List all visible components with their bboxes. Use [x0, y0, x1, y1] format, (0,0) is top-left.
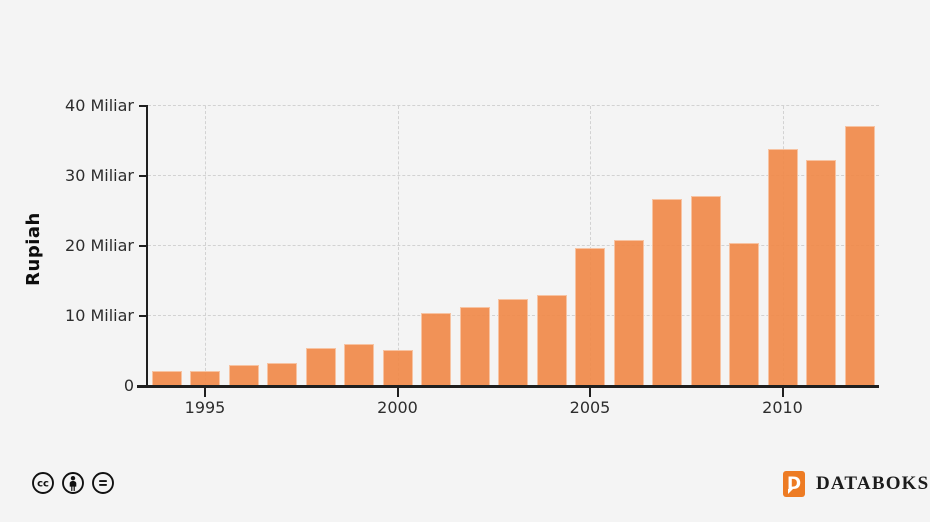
databoks-brand[interactable]: D DATABOKS [783, 471, 929, 497]
y-tick-label: 10 Miliar [65, 306, 134, 325]
x-axis-tick [204, 388, 206, 397]
x-axis-line [137, 384, 879, 388]
bar-2010[interactable] [767, 148, 798, 386]
bar-2007[interactable] [652, 199, 682, 386]
x-axis-tick [396, 388, 399, 397]
plot-area [137, 105, 879, 397]
y-axis-tick [139, 245, 148, 247]
bar-2009[interactable] [729, 242, 759, 386]
bar-1995[interactable] [190, 371, 220, 386]
bar-1998[interactable] [305, 347, 336, 386]
bar-2012[interactable] [844, 125, 875, 386]
gridline-vertical [205, 106, 206, 386]
bar-1994[interactable] [151, 371, 182, 386]
x-tick-label: 1995 [184, 398, 226, 417]
gridline-vertical [397, 106, 399, 386]
cc-license-badges[interactable]: cc [31, 471, 115, 495]
bar-2011[interactable] [806, 159, 836, 386]
cc-no-derivatives-icon[interactable] [91, 471, 115, 495]
x-axis-tick [781, 388, 784, 397]
x-tick-label: 2010 [762, 398, 803, 417]
bar-2000[interactable] [382, 350, 413, 386]
bar-2008[interactable] [690, 195, 721, 386]
y-tick-label: 30 Miliar [65, 166, 134, 185]
bar-1996[interactable] [228, 365, 259, 386]
databoks-brand-name: DATABOKS [816, 473, 930, 494]
databoks-logo-letter: D [786, 473, 802, 494]
x-tick-label: 2000 [377, 398, 418, 417]
bar-2006[interactable] [613, 240, 644, 386]
gridline-vertical [590, 106, 591, 386]
bar-2005[interactable] [575, 248, 605, 386]
bar-1999[interactable] [344, 344, 374, 386]
cc-icon[interactable]: cc [31, 471, 55, 495]
y-tick-label: 40 Miliar [65, 96, 134, 115]
y-axis-tick [139, 105, 148, 107]
gridline-horizontal [148, 175, 879, 176]
bar-2002[interactable] [459, 306, 490, 386]
y-tick-label: 0 [123, 376, 134, 395]
y-axis-tick [139, 315, 148, 317]
gridline-horizontal [148, 245, 879, 246]
cc-attribution-icon[interactable] [61, 471, 85, 495]
y-axis-tick [139, 175, 148, 177]
x-axis-tick [589, 388, 591, 397]
y-tick-label: 20 Miliar [65, 236, 134, 255]
svg-text:cc: cc [37, 479, 49, 490]
bar-2001[interactable] [421, 312, 451, 386]
x-tick-label: 2005 [569, 398, 611, 417]
bar-1997[interactable] [267, 362, 297, 386]
gridline-horizontal [148, 105, 879, 106]
databoks-logo-icon: D [783, 471, 805, 497]
bar-2004[interactable] [536, 295, 567, 386]
bar-2003[interactable] [498, 299, 528, 386]
